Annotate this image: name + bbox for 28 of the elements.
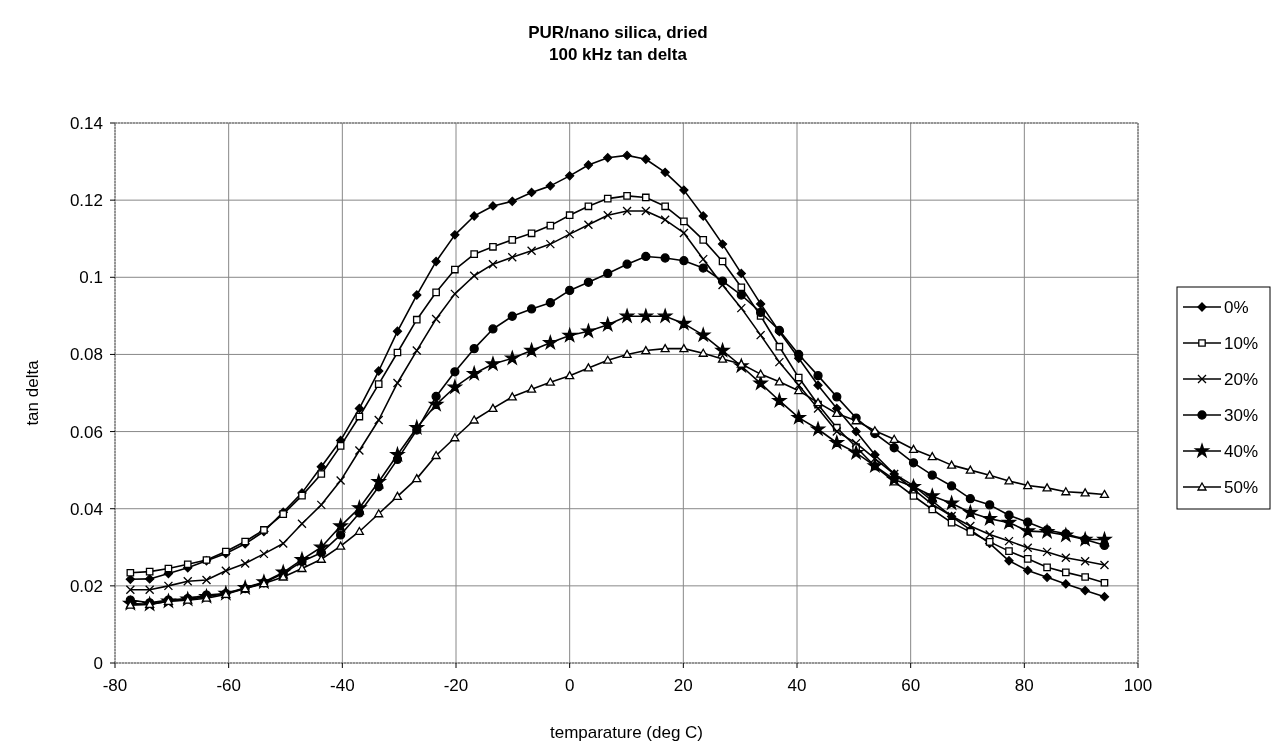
chart-subtitle: 100 kHz tan delta <box>549 45 688 64</box>
legend-label: 50% <box>1224 478 1259 497</box>
y-tick-label: 0.08 <box>69 345 103 365</box>
x-tick-label: -60 <box>216 676 241 695</box>
legend-label: 20% <box>1224 370 1259 389</box>
x-tick-label: 0 <box>564 676 575 695</box>
x-tick-label: -80 <box>102 676 128 695</box>
y-tick-label: 0.06 <box>69 422 103 442</box>
x-tick-label: 40 <box>787 676 807 695</box>
legend-label: 0% <box>1224 298 1249 317</box>
x-axis-title: temparature (deg C) <box>549 723 704 742</box>
y-tick-label: 0.02 <box>69 576 103 596</box>
y-tick-label: 0.1 <box>79 268 103 288</box>
legend-label: 30% <box>1224 406 1259 425</box>
x-tick-label: 60 <box>901 676 921 695</box>
x-tick-label: 100 <box>1123 676 1153 695</box>
y-axis-title: tan delta <box>23 359 42 426</box>
chart-title: PUR/nano silica, dried <box>528 23 708 42</box>
y-tick-label: 0.14 <box>69 114 103 133</box>
x-tick-label: 20 <box>673 676 693 695</box>
legend-label: 40% <box>1224 442 1259 461</box>
y-tick-label: 0.04 <box>69 499 103 519</box>
legend-label: 10% <box>1224 334 1259 353</box>
x-tick-label: -40 <box>330 676 355 695</box>
x-tick-label: 80 <box>1014 676 1034 695</box>
y-tick-label: 0 <box>93 654 103 673</box>
y-tick-label: 0.12 <box>69 191 103 211</box>
x-tick-label: -20 <box>443 676 469 695</box>
